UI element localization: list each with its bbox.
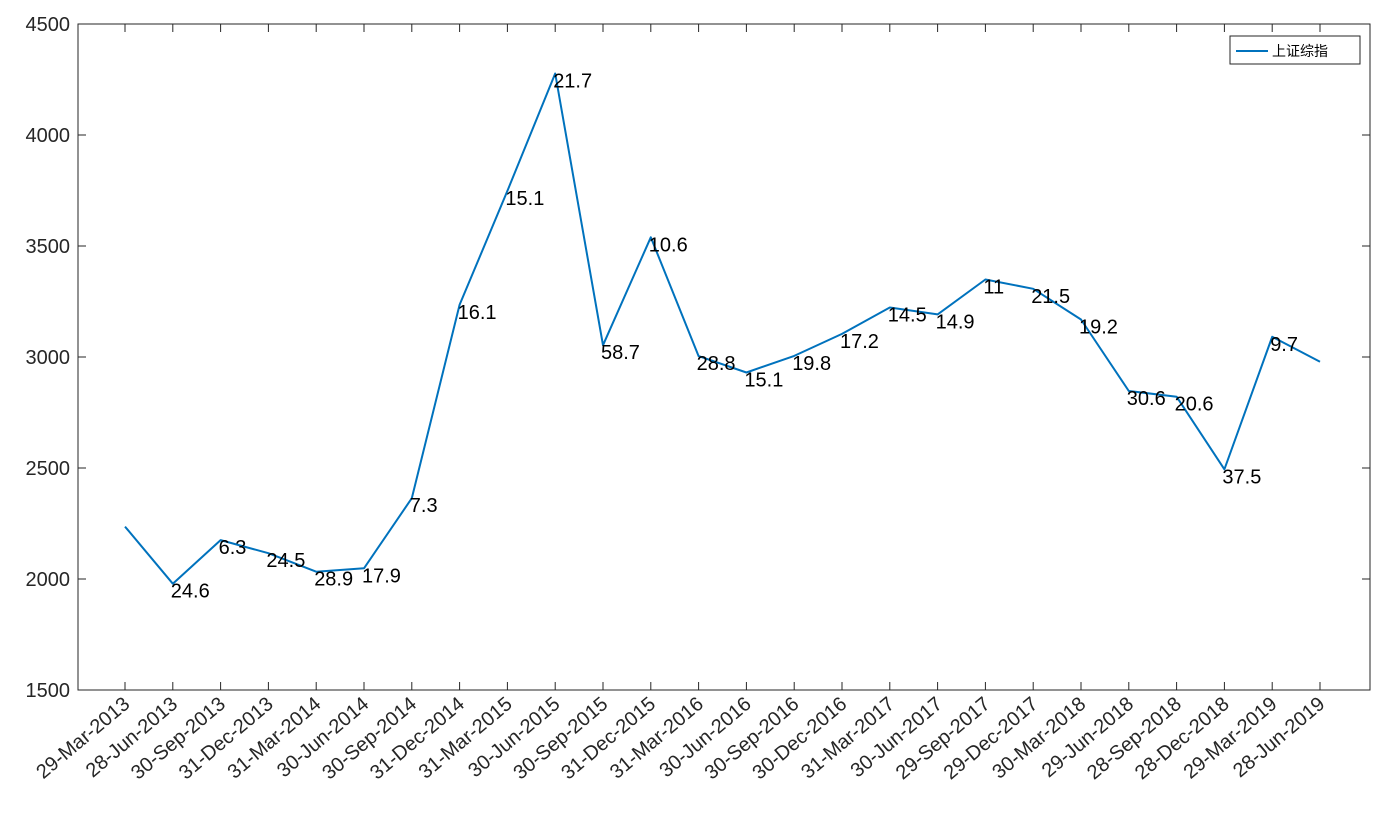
y-axis: 1500 2000 2500 3000 3500 4000 4500 <box>26 14 1370 702</box>
y-tick-label: 4000 <box>26 125 71 147</box>
x-axis: 29-Mar-201328-Jun-201330-Sep-201331-Dec-… <box>32 24 1329 784</box>
data-label: 7.3 <box>410 495 438 517</box>
data-label: 14.5 <box>888 304 927 326</box>
plot-area <box>77 23 1371 691</box>
data-label: 24.5 <box>266 550 305 572</box>
data-labels: 24.6 6.3 24.5 28.9 17.9 7.3 16.1 15.1 21.7 58.7 10… <box>171 71 1298 603</box>
legend-entry: 上证综指 <box>1272 44 1328 60</box>
data-label: 17.2 <box>840 331 879 353</box>
data-label: 19.2 <box>1079 316 1118 338</box>
data-label: 21.7 <box>553 71 592 93</box>
data-label: 37.5 <box>1222 466 1261 488</box>
data-label: 24.6 <box>171 581 210 603</box>
data-label: 21.5 <box>1031 286 1070 308</box>
data-label: 9.7 <box>1270 334 1298 356</box>
data-label: 58.7 <box>601 342 640 364</box>
data-label: 28.9 <box>314 569 353 591</box>
series-layer <box>124 72 1321 585</box>
series-line-0 <box>124 72 1321 585</box>
data-label: 15.1 <box>505 188 544 210</box>
y-tick-label: 4500 <box>26 14 71 36</box>
y-tick-label: 1500 <box>26 680 71 702</box>
data-label: 11 <box>983 277 1004 299</box>
data-label: 16.1 <box>458 302 497 324</box>
y-tick-label: 3000 <box>26 347 71 369</box>
data-label: 20.6 <box>1175 394 1214 416</box>
data-label: 14.9 <box>936 311 975 333</box>
y-tick-label: 2500 <box>26 458 71 480</box>
data-label: 30.6 <box>1127 388 1166 410</box>
y-tick-label: 2000 <box>26 569 71 591</box>
data-label: 28.8 <box>697 353 736 375</box>
legend: 上证综指 <box>1229 35 1361 65</box>
data-label: 6.3 <box>219 537 247 559</box>
data-label: 15.1 <box>744 370 783 392</box>
data-label: 10.6 <box>649 234 688 256</box>
data-label: 19.8 <box>792 353 831 375</box>
y-tick-label: 3500 <box>26 236 71 258</box>
data-label: 17.9 <box>362 565 401 587</box>
